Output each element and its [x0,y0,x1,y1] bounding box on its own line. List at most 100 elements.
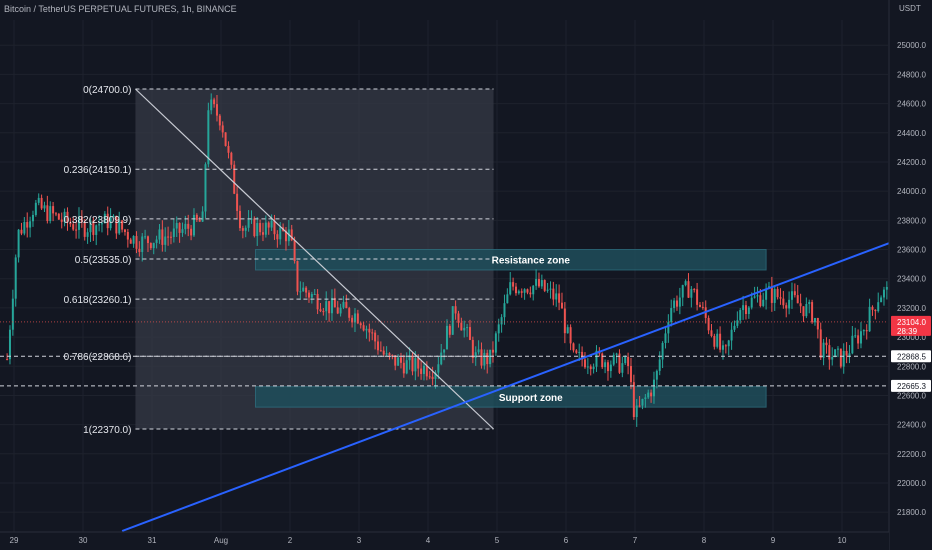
candle-body [842,351,845,367]
candle-body [586,366,589,368]
time-axis-tick: 30 [79,536,88,545]
candle-body [69,222,72,225]
candle-body [796,295,799,304]
candle-body [428,376,431,378]
candle-body [201,211,204,222]
candle-body [385,353,388,355]
price-axis-tick: 23400.0 [897,275,926,284]
currency-label: USDT [899,4,921,13]
candle-body [756,295,759,297]
candle-body [549,288,552,290]
candle-body [106,213,109,229]
candle-body [555,293,558,300]
candle-body [811,302,814,323]
candle-body [828,345,831,360]
price-axis-tick: 22200.0 [897,450,926,459]
candle-body [664,333,667,344]
candle-body [167,236,170,238]
candle-body [667,322,670,334]
candle-body [558,293,561,303]
price-axis-tick: 21800.0 [897,508,926,517]
candle-body [497,324,500,334]
candle-body [563,308,566,334]
candle-body [126,231,129,240]
price-axis-tick: 22600.0 [897,391,926,400]
candle-body [149,243,152,249]
candle-body [319,309,322,312]
candle-body [744,305,747,314]
candle-body [747,307,750,314]
candle-body [874,309,877,312]
candle-body [474,352,477,359]
candle-body [839,348,842,367]
candle-body [181,229,184,233]
candle-body [483,352,486,366]
candle-body [537,279,540,287]
candle-body [213,99,216,105]
candle-body [721,345,724,350]
candle-body [336,307,339,314]
candle-body [638,405,641,407]
current-price-tag [891,315,931,336]
candle-body [57,213,60,220]
candle-body [204,164,207,212]
price-axis-tick: 24000.0 [897,187,926,196]
candle-body [100,223,103,225]
candle-body [190,228,193,236]
candle-body [123,229,126,232]
candle-body [302,287,305,292]
candle-body [152,242,155,249]
candle-body [40,197,43,209]
time-axis-tick: 3 [357,536,362,545]
candle-body [414,358,417,372]
fib-trend-line [135,88,494,430]
candle-body [655,370,658,380]
candle-body [604,362,607,368]
candle-body [261,232,264,235]
candle-body [267,222,270,228]
candle-body [14,257,17,299]
candle-body [880,297,883,303]
candle-body [95,225,98,235]
candle-body [348,308,351,318]
candle-body [836,348,839,350]
candle-body [454,306,457,314]
candle-body [178,223,181,233]
candle-body [601,353,604,368]
candle-body [583,359,586,368]
candle-body [431,376,434,379]
candle-body [670,308,673,323]
candle-body [509,282,512,295]
candle-body [451,306,454,335]
candle-body [788,299,791,309]
candle-body [368,328,371,333]
candle-body [877,302,880,312]
candle-body [460,322,463,331]
candle-body [172,228,175,238]
candle-body [155,239,158,243]
ascending-trendline [121,237,902,532]
candle-body [376,341,379,351]
price-axis-tick: 22800.0 [897,362,926,371]
time-axis-tick: 29 [10,536,19,545]
candle-body [621,363,624,373]
candle-body [707,317,710,331]
candle-body [739,310,742,321]
candle-body [457,313,460,323]
candle-body [440,352,443,365]
candle-body [316,294,319,310]
candle-body [581,351,584,360]
candle-body [230,152,233,165]
candle-body [6,358,9,360]
candle-body [310,294,313,298]
candle-body [307,292,310,298]
candle-body [471,339,474,359]
candle-body [865,330,868,332]
zone-box [255,249,767,271]
candle-body [26,222,29,228]
candle-body [514,286,517,294]
candle-body [609,364,612,372]
candle-body [661,343,664,360]
candle-body [845,351,848,356]
